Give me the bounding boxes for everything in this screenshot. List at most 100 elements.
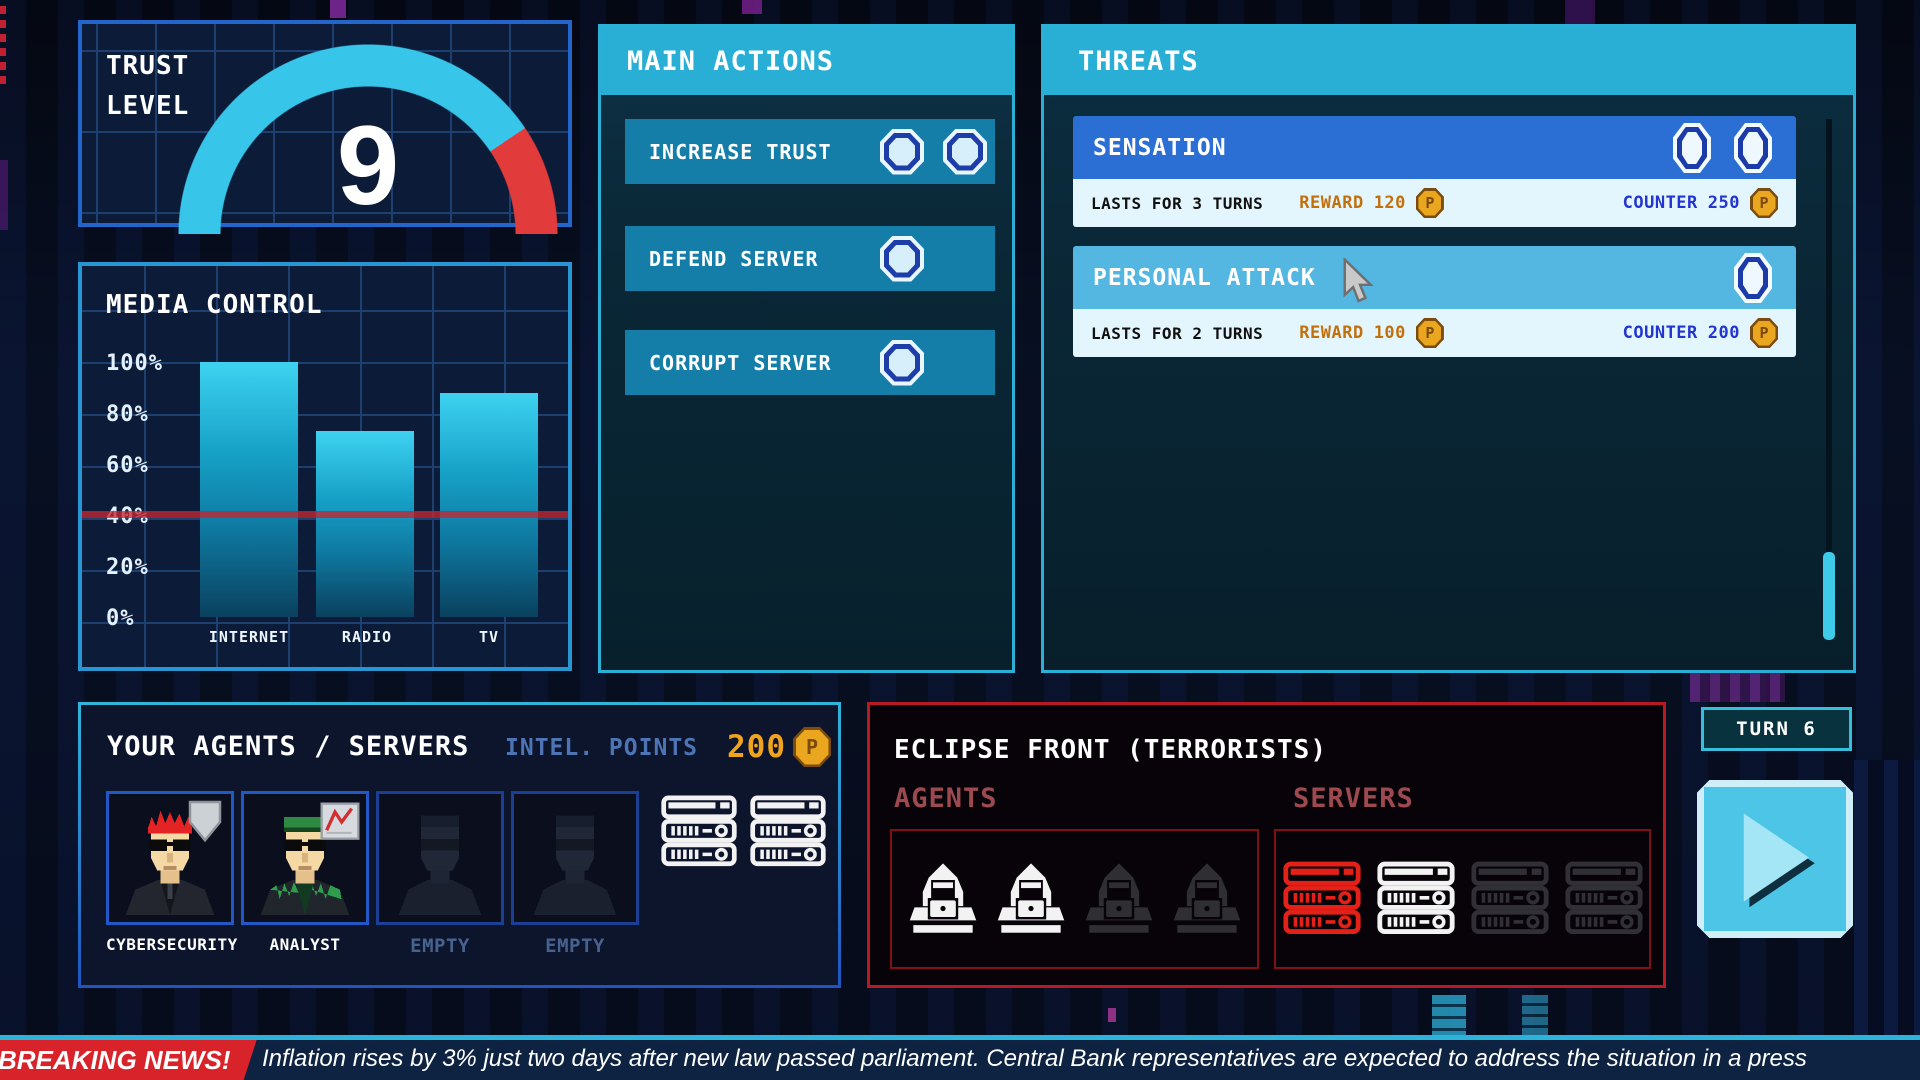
bar-internet xyxy=(200,362,298,617)
x-label-tv: TV xyxy=(478,628,500,646)
threat-counter: COUNTER 200 P xyxy=(1623,318,1778,348)
background-decoration xyxy=(1108,1008,1116,1022)
trust-gauge-arc xyxy=(178,38,558,234)
hacker-agent-icon-inactive xyxy=(1173,863,1240,933)
media-control-title: MEDIA CONTROL xyxy=(106,290,323,320)
empty-agent-silhouette-icon xyxy=(398,815,482,915)
points-coin-icon: P xyxy=(1750,318,1778,348)
background-decoration xyxy=(1854,760,1920,1035)
empty-agent-silhouette-icon xyxy=(533,815,617,915)
threats-scrollbar-track[interactable] xyxy=(1826,119,1832,639)
threat-name: PERSONAL ATTACK xyxy=(1093,264,1316,291)
turn-label: TURN 6 xyxy=(1736,718,1817,740)
enemy-agents-label: AGENTS xyxy=(894,783,998,814)
threat-card-sensation[interactable]: SENSATION LASTS FOR 3 TURNS REWARD 120 P… xyxy=(1073,116,1796,227)
threat-card-personal-attack[interactable]: PERSONAL ATTACK LASTS FOR 2 TURNS REWARD… xyxy=(1073,246,1796,357)
trust-gauge-value: 9 xyxy=(336,103,400,228)
threat-slot-token-icon xyxy=(1734,123,1772,173)
main-actions-header: MAIN ACTIONS xyxy=(601,27,1012,95)
threat-slot-token-icon xyxy=(1734,253,1772,303)
enemy-servers-box xyxy=(1274,829,1651,969)
trust-level-panel: 9 TRUST LEVEL xyxy=(78,20,572,234)
intel-points-label: INTEL. POINTS xyxy=(505,735,699,761)
threats-header: THREATS xyxy=(1044,27,1853,95)
background-decoration xyxy=(1690,672,1785,702)
hacker-agent-icon xyxy=(909,863,976,933)
points-coin-icon: P xyxy=(1750,188,1778,218)
your-agents-title: YOUR AGENTS / SERVERS xyxy=(107,731,470,762)
agent-slot-cybersecurity[interactable] xyxy=(106,791,234,925)
points-coin-icon: P xyxy=(1415,318,1444,348)
threat-reward: REWARD 120 P xyxy=(1299,188,1444,218)
trust-gauge: 9 xyxy=(178,38,558,234)
main-actions-panel: MAIN ACTIONS INCREASE TRUST DEFEND SERVE… xyxy=(598,24,1015,673)
breaking-news-label: BREAKING NEWS! xyxy=(0,1045,231,1075)
enemy-faction-title: ECLIPSE FRONT (TERRORISTS) xyxy=(894,735,1327,765)
trust-panel-title: TRUST LEVEL xyxy=(106,51,190,121)
action-corrupt-server[interactable]: CORRUPT SERVER xyxy=(625,330,995,395)
enemy-servers-label: SERVERS xyxy=(1293,783,1414,814)
background-decoration xyxy=(1432,995,1466,1035)
threat-title-row: PERSONAL ATTACK xyxy=(1073,246,1796,309)
y-tick: 0% xyxy=(106,606,135,631)
threat-title-row: SENSATION xyxy=(1073,116,1796,179)
threat-name: SENSATION xyxy=(1093,134,1227,161)
server-rack-icon xyxy=(661,795,737,867)
action-label: INCREASE TRUST xyxy=(649,139,832,164)
shield-icon xyxy=(188,800,222,843)
breaking-news-badge: BREAKING NEWS! xyxy=(0,1040,257,1080)
background-decoration xyxy=(330,0,346,18)
threats-scrollbar-thumb[interactable] xyxy=(1823,552,1835,640)
threshold-line xyxy=(82,511,568,518)
background-decoration xyxy=(1522,995,1548,1035)
play-icon xyxy=(1743,813,1815,908)
threats-title: THREATS xyxy=(1078,45,1199,77)
main-actions-title: MAIN ACTIONS xyxy=(627,45,835,77)
threat-duration: LASTS FOR 3 TURNS xyxy=(1091,193,1264,213)
agent-slot-empty-2[interactable] xyxy=(511,791,639,925)
agent-slot-label: CYBERSECURITY xyxy=(106,935,238,954)
intel-points-value: 200 xyxy=(727,729,786,765)
action-increase-trust[interactable]: INCREASE TRUST xyxy=(625,119,995,184)
server-rack-icon-inactive xyxy=(1470,861,1549,934)
background-decoration xyxy=(0,6,6,86)
action-slot-token-icon xyxy=(880,235,924,282)
agent-slot-analyst[interactable] xyxy=(241,791,369,925)
chart-icon xyxy=(320,802,360,840)
ticker-top-border xyxy=(0,1035,1920,1040)
y-tick: 60% xyxy=(106,453,149,478)
agent-slot-label: EMPTY xyxy=(545,935,605,957)
y-tick: 80% xyxy=(106,402,149,427)
news-ticker: Inflation rises by 3% just two days afte… xyxy=(0,1040,1920,1080)
enemy-faction-panel: ECLIPSE FRONT (TERRORISTS) AGENTS SERVER… xyxy=(867,702,1666,988)
server-rack-icon xyxy=(1376,861,1455,934)
media-control-panel: MEDIA CONTROL 100% 80% 60% 40% 20% 0% IN… xyxy=(78,262,572,671)
points-coin-icon: P xyxy=(793,727,831,767)
points-coin-icon: P xyxy=(1415,188,1444,218)
threats-panel: THREATS SENSATION LASTS FOR 3 TURNS REWA… xyxy=(1041,24,1856,673)
mouse-cursor-icon xyxy=(1343,258,1374,303)
agent-slot-empty-1[interactable] xyxy=(376,791,504,925)
action-label: CORRUPT SERVER xyxy=(649,350,832,375)
threat-reward: REWARD 100 P xyxy=(1299,318,1444,348)
y-tick: 100% xyxy=(106,351,163,376)
x-label-radio: RADIO xyxy=(341,628,393,646)
threat-counter: COUNTER 250 P xyxy=(1623,188,1778,218)
analyst-avatar xyxy=(260,816,350,915)
server-rack-icon xyxy=(750,795,826,867)
action-slot-token-icon xyxy=(880,128,924,175)
hacker-agent-icon-inactive xyxy=(1085,863,1152,933)
agent-slot-label: EMPTY xyxy=(410,935,470,957)
enemy-agents-box xyxy=(890,829,1259,969)
y-tick: 20% xyxy=(106,555,149,580)
threat-duration: LASTS FOR 2 TURNS xyxy=(1091,323,1264,343)
background-decoration xyxy=(742,0,762,14)
threat-info-row: LASTS FOR 3 TURNS REWARD 120 P COUNTER 2… xyxy=(1073,179,1796,227)
x-label-internet: INTERNET xyxy=(208,628,290,646)
end-turn-button[interactable] xyxy=(1697,780,1853,938)
action-defend-server[interactable]: DEFEND SERVER xyxy=(625,226,995,291)
action-label: DEFEND SERVER xyxy=(649,246,819,271)
server-rack-icon-red xyxy=(1282,861,1361,934)
bar-radio xyxy=(316,430,414,617)
turn-indicator: TURN 6 xyxy=(1701,707,1852,751)
